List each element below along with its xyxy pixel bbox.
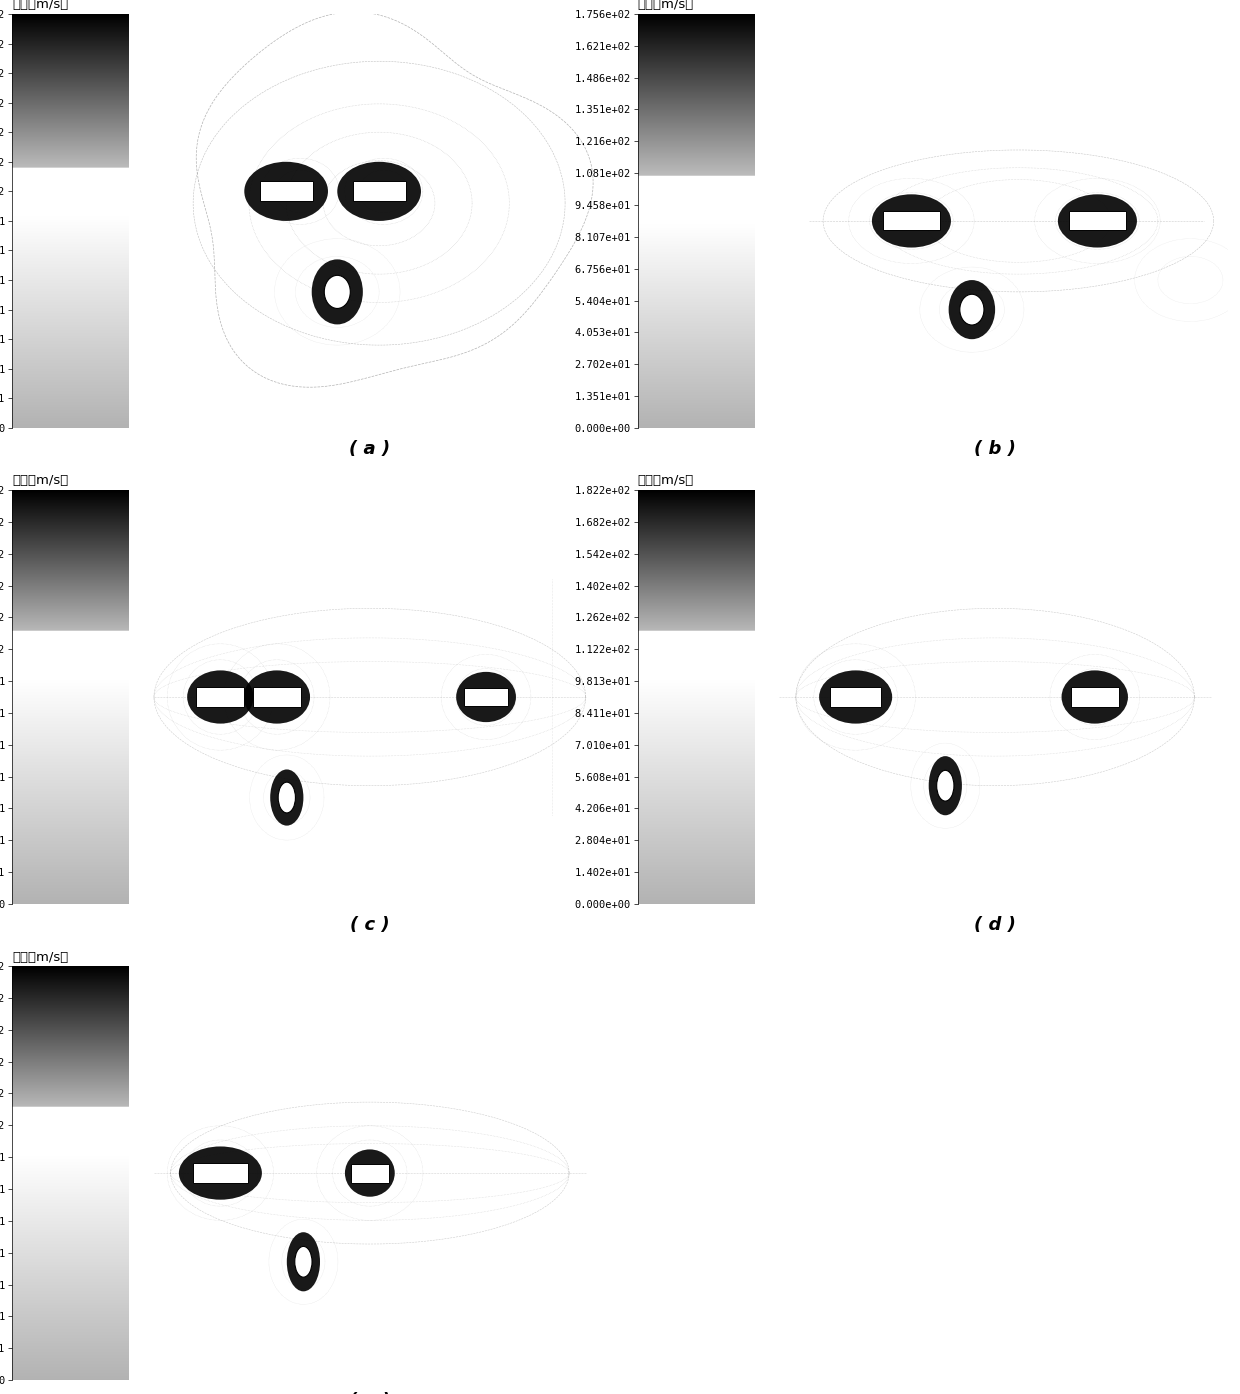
Ellipse shape [243,671,310,723]
FancyBboxPatch shape [196,687,244,707]
FancyBboxPatch shape [1071,687,1118,707]
Ellipse shape [456,672,516,722]
Ellipse shape [286,1232,320,1291]
FancyBboxPatch shape [830,687,882,707]
Text: ( a ): ( a ) [350,441,391,459]
Circle shape [278,782,295,813]
Ellipse shape [820,671,892,723]
FancyBboxPatch shape [883,212,940,230]
Ellipse shape [929,756,962,815]
Circle shape [325,276,351,308]
Text: 速度（m/s）: 速度（m/s） [637,474,694,488]
Ellipse shape [244,162,329,220]
FancyBboxPatch shape [464,687,508,707]
Ellipse shape [187,671,254,723]
Ellipse shape [337,162,420,220]
FancyBboxPatch shape [253,687,301,707]
Ellipse shape [1058,194,1137,248]
Text: 速度（m/s）: 速度（m/s） [12,474,68,488]
Ellipse shape [345,1150,394,1196]
Text: ( d ): ( d ) [975,916,1016,934]
Ellipse shape [179,1146,262,1200]
FancyBboxPatch shape [259,181,312,201]
FancyBboxPatch shape [351,1164,389,1182]
Ellipse shape [949,280,996,339]
Ellipse shape [872,194,951,248]
FancyBboxPatch shape [193,1163,248,1184]
Ellipse shape [270,769,304,825]
Text: 速度（m/s）: 速度（m/s） [12,951,68,963]
Text: ( b ): ( b ) [975,441,1016,459]
Text: 速度（m/s）: 速度（m/s） [12,0,68,11]
FancyBboxPatch shape [352,181,405,201]
Circle shape [960,294,985,325]
Circle shape [936,771,954,802]
Circle shape [295,1246,312,1277]
Text: 速度（m/s）: 速度（m/s） [637,0,694,11]
Text: ( c ): ( c ) [350,916,389,934]
Ellipse shape [311,259,363,325]
Ellipse shape [1061,671,1128,723]
Text: ( e ): ( e ) [350,1393,391,1394]
FancyBboxPatch shape [1069,212,1126,230]
